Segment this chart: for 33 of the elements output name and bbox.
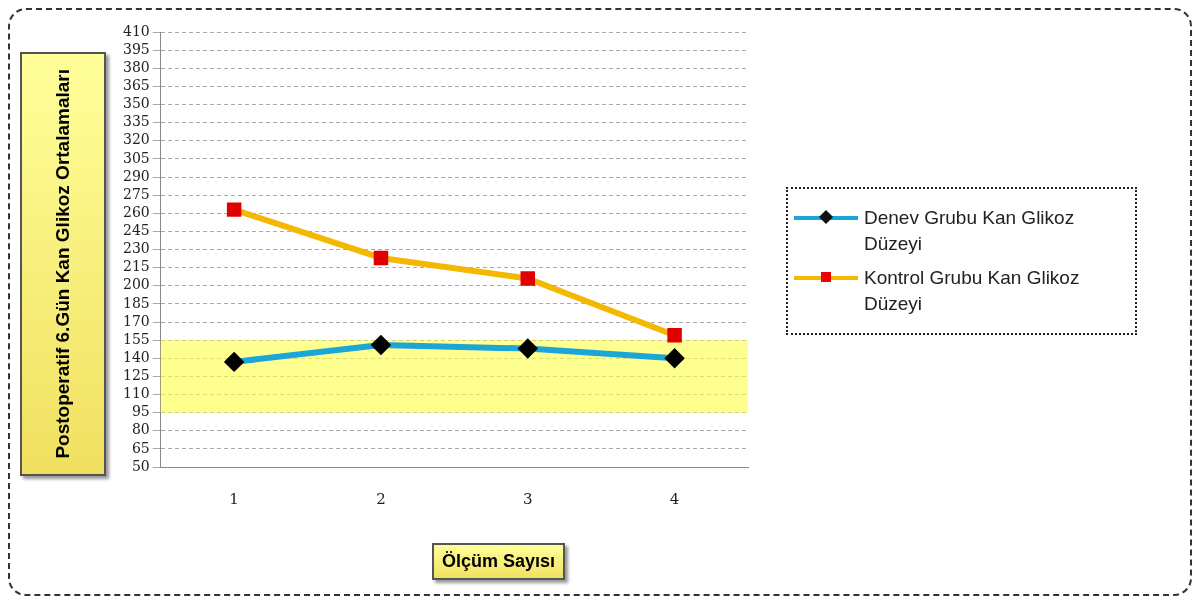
y-tick-label: 110 [122, 385, 150, 402]
y-tick-label: 215 [122, 258, 150, 275]
legend-label: Kontrol Grubu Kan Glikoz Düzeyi [864, 266, 1081, 316]
y-tick-label: 395 [122, 40, 150, 57]
legend-label: Denev Grubu Kan Glikoz Düzeyi [864, 206, 1076, 256]
y-tick-label: 305 [122, 149, 150, 166]
y-tick-label: 140 [122, 348, 150, 365]
y-tick-label: 410 [122, 22, 150, 39]
y-tick-label: 80 [131, 421, 150, 438]
y-tick-label: 260 [122, 203, 150, 220]
x-tick-label: 3 [523, 489, 533, 508]
y-axis-title: Postoperatif 6.Gün Kan Glikoz Ortalamaları [51, 69, 74, 459]
y-tick-label: 350 [122, 95, 150, 112]
x-tick-label: 4 [669, 489, 680, 508]
x-tick-label: 1 [229, 489, 239, 508]
y-tick-label: 380 [122, 58, 150, 75]
x-tick-label: 2 [376, 489, 386, 508]
y-tick-label: 245 [122, 222, 150, 239]
y-tick-label: 155 [122, 330, 150, 347]
y-tick-label: 230 [122, 240, 150, 257]
y-tick-label: 320 [122, 131, 150, 148]
y-tick-label: 50 [131, 457, 150, 474]
y-tick-label: 95 [131, 403, 150, 420]
y-tick-label: 170 [122, 312, 150, 329]
y-tick-label: 275 [122, 185, 150, 202]
y-tick-label: 65 [131, 439, 150, 456]
y-tick-label: 365 [122, 77, 150, 94]
y-tick-label: 290 [122, 167, 150, 184]
y-tick-label: 200 [122, 276, 150, 293]
y-tick-label: 125 [122, 367, 150, 384]
y-tick-label: 335 [122, 113, 150, 130]
y-tick-label: 185 [122, 294, 150, 311]
x-axis-title: Ölçüm Sayısı [432, 543, 566, 580]
